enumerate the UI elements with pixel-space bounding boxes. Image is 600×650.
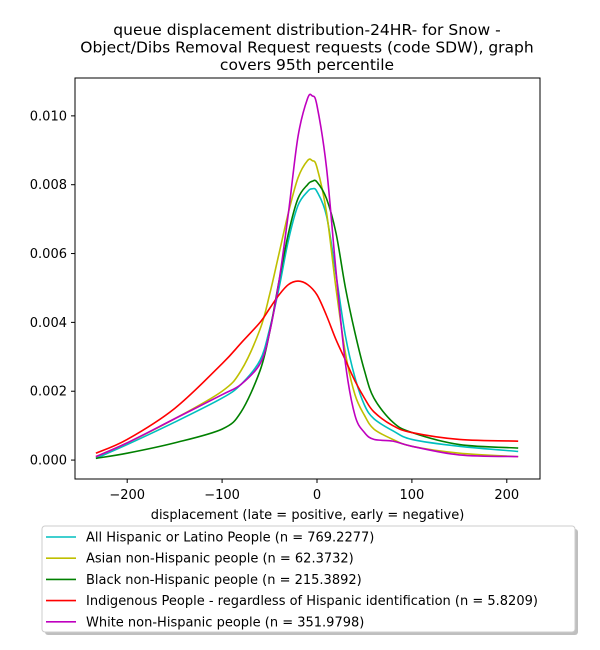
series-line — [95, 158, 519, 458]
series-line — [95, 93, 519, 458]
chart-title-line: queue displacement distribution-24HR- fo… — [113, 21, 500, 39]
legend-label: Indigenous People - regardless of Hispan… — [86, 594, 538, 609]
series-line — [95, 280, 519, 454]
axes: −200 −100 0 100 200 0.000 0.002 0.004 0.006 0.008… — [30, 77, 541, 503]
series-line — [95, 179, 519, 460]
x-tick-label: 0 — [313, 488, 321, 503]
plot-frame — [74, 77, 541, 480]
legend-label: All Hispanic or Latino People (n = 769.2… — [86, 531, 374, 546]
series-lines — [95, 93, 519, 460]
series-line — [95, 187, 519, 460]
y-tick-label: 0.010 — [30, 109, 67, 124]
chart-title-line: Object/Dibs Removal Request requests (co… — [80, 39, 533, 57]
legend-label: Asian non-Hispanic people (n = 62.3732) — [86, 552, 354, 567]
x-tick-label: −200 — [109, 488, 145, 503]
y-tick-label: 0.006 — [30, 247, 67, 262]
legend-label: Black non-Hispanic people (n = 215.3892) — [86, 573, 362, 588]
legend: All Hispanic or Latino People (n = 769.2… — [41, 525, 578, 635]
y-tick-label: 0.004 — [30, 316, 67, 331]
x-axis-label: displacement (late = positive, early = n… — [151, 508, 465, 523]
x-axis-label-text: displacement (late = positive, early = n… — [151, 508, 465, 523]
x-tick-label: −100 — [204, 488, 240, 503]
legend-box — [41, 525, 576, 633]
chart-title: queue displacement distribution-24HR- fo… — [80, 21, 533, 74]
legend-label: White non-Hispanic people (n = 351.9798) — [86, 615, 364, 630]
x-tick-label: 200 — [494, 488, 519, 503]
y-tick-label: 0.008 — [30, 178, 67, 193]
y-tick-label: 0.002 — [30, 385, 67, 400]
chart-title-line: covers 95th percentile — [220, 56, 394, 74]
x-tick-label: 100 — [399, 488, 424, 503]
y-tick-label: 0.000 — [30, 454, 67, 469]
